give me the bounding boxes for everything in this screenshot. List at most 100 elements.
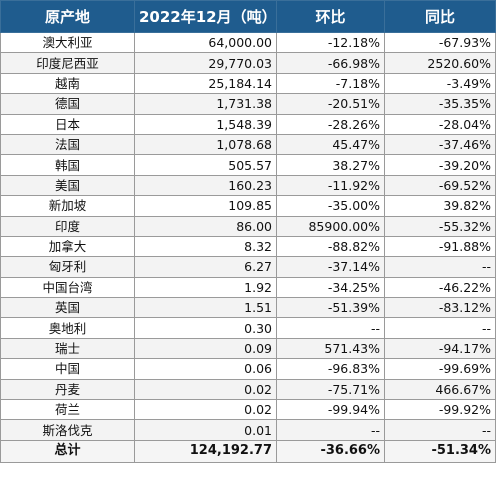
cell-origin: 英国 <box>0 297 135 319</box>
cell-tons: 505.57 <box>134 154 277 176</box>
cell-origin: 美国 <box>0 174 135 197</box>
cell-origin: 瑞士 <box>0 337 135 360</box>
cell-mom: -99.94% <box>276 399 385 421</box>
cell-yoy: 39.82% <box>384 195 496 217</box>
table-row: 韩国 505.57 38.27% -39.20% <box>0 154 496 176</box>
cell-yoy: -69.52% <box>384 174 496 197</box>
cell-tons: 0.06 <box>134 358 277 380</box>
cell-mom: -20.51% <box>276 93 385 115</box>
cell-yoy: -99.92% <box>384 399 496 421</box>
cell-yoy: -94.17% <box>384 337 496 360</box>
cell-tons: 1,078.68 <box>134 133 277 156</box>
cell-origin: 韩国 <box>0 154 135 176</box>
table-row: 中国台湾 1.92 -34.25% -46.22% <box>0 276 496 299</box>
cell-origin: 斯洛伐克 <box>0 419 135 441</box>
cell-mom: -37.14% <box>276 256 385 278</box>
table-header-row: 原产地 2022年12月（吨） 环比 同比 <box>0 0 496 33</box>
cell-tons: 1.92 <box>134 276 277 299</box>
cell-origin: 奥地利 <box>0 317 135 339</box>
cell-origin: 德国 <box>0 93 135 115</box>
cell-origin: 匈牙利 <box>0 256 135 278</box>
table-row: 英国 1.51 -51.39% -83.12% <box>0 297 496 319</box>
total-tons: 124,192.77 <box>134 439 277 463</box>
cell-tons: 6.27 <box>134 256 277 278</box>
header-tons: 2022年12月（吨） <box>134 0 277 33</box>
cell-mom: -7.18% <box>276 72 385 95</box>
cell-origin: 中国台湾 <box>0 276 135 299</box>
cell-tons: 109.85 <box>134 195 277 217</box>
table-row: 印度 86.00 85900.00% -55.32% <box>0 215 496 237</box>
cell-yoy: -99.69% <box>384 358 496 380</box>
cell-tons: 1,731.38 <box>134 93 277 115</box>
table-row: 奥地利 0.30 -- -- <box>0 317 496 339</box>
cell-origin: 荷兰 <box>0 399 135 421</box>
cell-mom: -- <box>276 317 385 339</box>
table-row: 日本 1,548.39 -28.26% -28.04% <box>0 113 496 135</box>
cell-origin: 印度 <box>0 215 135 237</box>
table-row: 越南 25,184.14 -7.18% -3.49% <box>0 72 496 95</box>
cell-tons: 160.23 <box>134 174 277 197</box>
header-yoy: 同比 <box>384 0 496 33</box>
cell-yoy: -46.22% <box>384 276 496 299</box>
cell-origin: 丹麦 <box>0 378 135 401</box>
cell-mom: -96.83% <box>276 358 385 380</box>
cell-mom: -51.39% <box>276 297 385 319</box>
cell-yoy: -55.32% <box>384 215 496 237</box>
import-origin-table: 原产地 2022年12月（吨） 环比 同比 澳大利亚 64,000.00 -12.1… <box>0 0 496 463</box>
cell-tons: 0.02 <box>134 399 277 421</box>
cell-tons: 0.01 <box>134 419 277 441</box>
total-label: 总计 <box>0 439 135 463</box>
cell-mom: -- <box>276 419 385 441</box>
cell-mom: -75.71% <box>276 378 385 401</box>
cell-mom: -66.98% <box>276 52 385 74</box>
cell-yoy: -83.12% <box>384 297 496 319</box>
cell-tons: 0.30 <box>134 317 277 339</box>
cell-yoy: -37.46% <box>384 133 496 156</box>
cell-tons: 0.09 <box>134 337 277 360</box>
table-row: 丹麦 0.02 -75.71% 466.67% <box>0 378 496 401</box>
cell-origin: 日本 <box>0 113 135 135</box>
cell-mom: -34.25% <box>276 276 385 299</box>
cell-yoy: -3.49% <box>384 72 496 95</box>
cell-tons: 0.02 <box>134 378 277 401</box>
cell-yoy: -39.20% <box>384 154 496 176</box>
cell-mom: 45.47% <box>276 133 385 156</box>
header-origin: 原产地 <box>0 0 135 33</box>
cell-origin: 法国 <box>0 133 135 156</box>
table-total-row: 总计 124,192.77 -36.66% -51.34% <box>0 439 496 463</box>
table-row: 加拿大 8.32 -88.82% -91.88% <box>0 235 496 258</box>
cell-tons: 29,770.03 <box>134 52 277 74</box>
cell-origin: 越南 <box>0 72 135 95</box>
header-mom: 环比 <box>276 0 385 33</box>
cell-yoy: -- <box>384 256 496 278</box>
table-body: 澳大利亚 64,000.00 -12.18% -67.93% 印度尼西亚 29,770.0… <box>0 31 496 441</box>
cell-yoy: -28.04% <box>384 113 496 135</box>
cell-tons: 8.32 <box>134 235 277 258</box>
cell-tons: 25,184.14 <box>134 72 277 95</box>
cell-mom: -11.92% <box>276 174 385 197</box>
total-yoy: -51.34% <box>384 439 496 463</box>
table-row: 美国 160.23 -11.92% -69.52% <box>0 174 496 197</box>
table-row: 中国 0.06 -96.83% -99.69% <box>0 358 496 380</box>
total-mom: -36.66% <box>276 439 385 463</box>
table-row: 斯洛伐克 0.01 -- -- <box>0 419 496 441</box>
cell-origin: 中国 <box>0 358 135 380</box>
cell-yoy: -- <box>384 317 496 339</box>
table-row: 澳大利亚 64,000.00 -12.18% -67.93% <box>0 31 496 54</box>
cell-yoy: 2520.60% <box>384 52 496 74</box>
table-row: 新加坡 109.85 -35.00% 39.82% <box>0 195 496 217</box>
cell-mom: -35.00% <box>276 195 385 217</box>
cell-tons: 64,000.00 <box>134 31 277 54</box>
table-row: 荷兰 0.02 -99.94% -99.92% <box>0 399 496 421</box>
cell-yoy: -91.88% <box>384 235 496 258</box>
cell-tons: 1,548.39 <box>134 113 277 135</box>
cell-yoy: -35.35% <box>384 93 496 115</box>
cell-yoy: -67.93% <box>384 31 496 54</box>
cell-mom: -28.26% <box>276 113 385 135</box>
cell-origin: 新加坡 <box>0 195 135 217</box>
cell-yoy: 466.67% <box>384 378 496 401</box>
cell-tons: 1.51 <box>134 297 277 319</box>
cell-mom: 85900.00% <box>276 215 385 237</box>
cell-mom: 38.27% <box>276 154 385 176</box>
